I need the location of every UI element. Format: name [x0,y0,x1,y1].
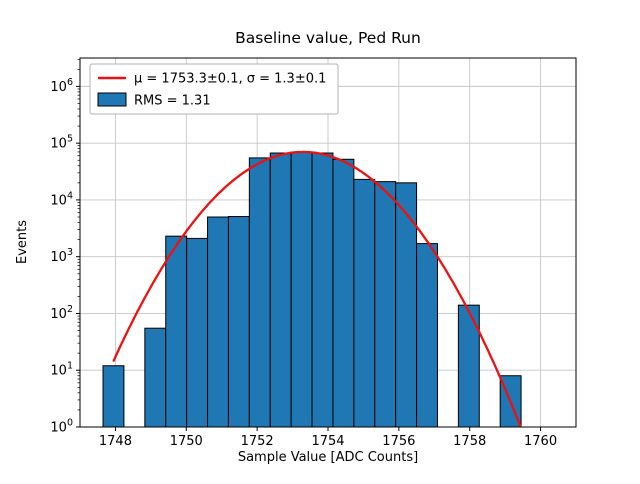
histogram-bar [186,237,209,428]
y-tick-label: 102 [50,304,73,322]
x-tick-label: 1758 [453,434,486,449]
histogram-bar [290,151,313,428]
y-tick-label: 101 [50,361,73,379]
histogram-bar [269,152,292,428]
x-tick-label: 1752 [241,434,274,449]
histogram-bar [311,152,334,428]
histogram-bar [416,243,438,428]
x-axis-label: Sample Value [ADC Counts] [238,450,418,465]
x-tick-label: 1760 [524,434,557,449]
x-tick-label: 1750 [170,434,203,449]
y-tick-label: 103 [50,247,73,265]
x-tick-label: 1754 [311,434,344,449]
y-axis-label: Events [15,220,30,264]
legend: μ = 1753.3±0.1, σ = 1.3±0.1 RMS = 1.31 [89,63,339,115]
histogram-bar [395,182,418,428]
histogram-bar [227,216,250,428]
x-tick-label: 1756 [382,434,415,449]
histogram-bar [144,327,167,428]
gaussian-fit-line [112,150,522,428]
histogram-bar [353,178,376,428]
y-tick-label: 105 [50,134,73,152]
histogram-bar [248,157,271,428]
y-tick-label: 100 [50,418,73,436]
legend-fit-label: μ = 1753.3±0.1, σ = 1.3±0.1 [134,72,326,87]
x-tick-label: 1748 [99,434,132,449]
legend-box [89,63,339,115]
legend-histogram-swatch [97,92,127,107]
y-tick-label: 106 [50,77,73,95]
legend-histogram-label: RMS = 1.31 [134,94,211,109]
histogram-bar [165,235,188,428]
histogram-bar [332,158,355,428]
histogram-bar [374,181,397,428]
chart-title: Baseline value, Ped Run [235,29,421,47]
histogram-bar [102,365,125,428]
histogram-bar [207,216,229,428]
plot-area: 1748 1750 1752 1754 1756 1758 1760 100 101 102 103… [50,57,577,449]
y-tick-label: 104 [50,190,73,208]
